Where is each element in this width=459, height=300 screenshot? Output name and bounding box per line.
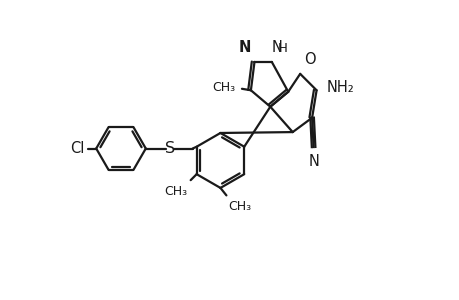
Text: N: N	[271, 40, 282, 55]
Text: O: O	[303, 52, 315, 67]
Text: NH₂: NH₂	[325, 80, 353, 95]
Text: N: N	[238, 40, 250, 55]
Text: H: H	[277, 42, 287, 55]
Text: N: N	[308, 154, 319, 169]
Text: S: S	[164, 141, 174, 156]
Text: Cl: Cl	[70, 141, 85, 156]
Text: CH₃: CH₃	[212, 81, 235, 94]
Text: CH₃: CH₃	[163, 185, 187, 198]
Text: CH₃: CH₃	[228, 200, 251, 214]
